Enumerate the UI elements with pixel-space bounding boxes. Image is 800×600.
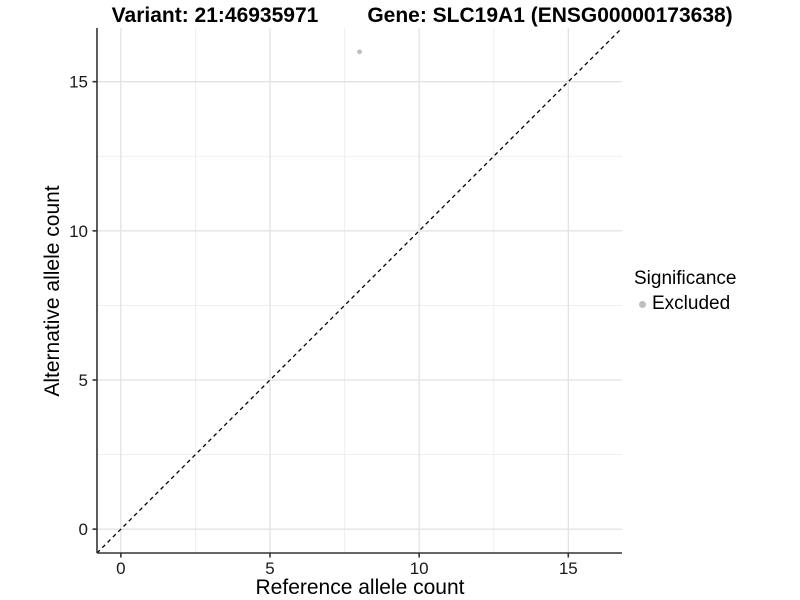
plot-title-gene: Gene: SLC19A1 (ENSG00000173638) xyxy=(367,4,733,27)
data-point xyxy=(357,49,362,55)
x-tick-label: 15 xyxy=(559,559,578,578)
y-tick-label: 5 xyxy=(79,371,88,390)
y-axis-title: Alternative allele count xyxy=(41,185,64,397)
x-tick-label: 10 xyxy=(410,559,429,578)
legend-item-label: Excluded xyxy=(652,293,731,314)
x-axis-title: Reference allele count xyxy=(255,576,465,599)
identity-line xyxy=(96,27,623,554)
plot-title-variant: Variant: 21:46935971 xyxy=(111,4,319,27)
x-tick-label: 0 xyxy=(116,559,125,578)
legend: Significance Excluded xyxy=(634,268,736,315)
y-tick-label: 0 xyxy=(79,520,88,539)
excluded-point-icon xyxy=(639,300,646,308)
legend-item-excluded: Excluded xyxy=(634,293,736,315)
y-tick-label: 15 xyxy=(69,73,88,92)
x-tick-label: 5 xyxy=(265,559,274,578)
legend-title: Significance xyxy=(634,268,737,289)
y-tick-label: 10 xyxy=(69,222,88,241)
